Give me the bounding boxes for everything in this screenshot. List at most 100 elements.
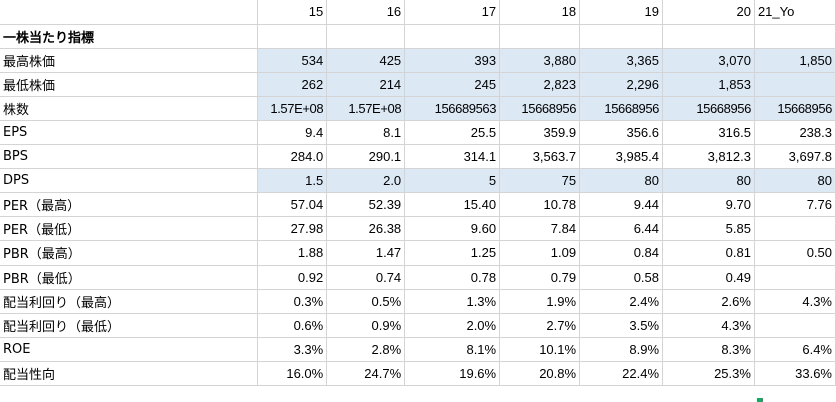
value-cell[interactable]: 80 bbox=[579, 168, 664, 194]
value-cell[interactable]: 1,853 bbox=[662, 72, 755, 97]
value-cell[interactable]: 2.0 bbox=[326, 168, 406, 194]
value-cell[interactable] bbox=[754, 24, 836, 49]
value-cell[interactable] bbox=[754, 313, 836, 338]
value-cell[interactable]: 2.0% bbox=[404, 313, 501, 338]
metric-label-cell[interactable]: PBR（最高） bbox=[0, 240, 259, 266]
value-cell[interactable]: 2.8% bbox=[326, 337, 406, 362]
year-header-cell[interactable]: 20 bbox=[662, 0, 755, 25]
value-cell[interactable]: 1.3% bbox=[404, 289, 501, 314]
value-cell[interactable]: 3,070 bbox=[662, 48, 755, 73]
metric-label-cell[interactable]: 配当利回り（最低） bbox=[0, 313, 259, 338]
value-cell[interactable]: 1.25 bbox=[404, 240, 501, 266]
value-cell[interactable]: 1,850 bbox=[754, 48, 836, 73]
value-cell[interactable]: 0.9% bbox=[326, 313, 406, 338]
value-cell[interactable]: 3,563.7 bbox=[499, 144, 581, 170]
value-cell[interactable]: 75 bbox=[499, 168, 581, 194]
value-cell[interactable]: 80 bbox=[754, 168, 836, 194]
value-cell[interactable]: 19.6% bbox=[404, 361, 501, 387]
value-cell[interactable]: 9.70 bbox=[662, 192, 755, 218]
value-cell[interactable]: 290.1 bbox=[326, 144, 406, 170]
metric-label-cell[interactable]: 配当利回り（最高） bbox=[0, 289, 259, 314]
value-cell[interactable]: 1.57E+08 bbox=[326, 96, 406, 121]
value-cell[interactable]: 0.5% bbox=[326, 289, 406, 314]
value-cell[interactable]: 314.1 bbox=[404, 144, 501, 170]
value-cell[interactable]: 15668956 bbox=[579, 96, 664, 121]
value-cell[interactable]: 1.88 bbox=[257, 240, 328, 266]
value-cell[interactable]: 5.85 bbox=[662, 216, 755, 242]
metric-label-cell[interactable]: 最低株価 bbox=[0, 72, 259, 97]
value-cell[interactable]: 2.4% bbox=[579, 289, 664, 314]
value-cell[interactable]: 9.60 bbox=[404, 216, 501, 242]
value-cell[interactable]: 2,296 bbox=[579, 72, 664, 97]
value-cell[interactable]: 3,880 bbox=[499, 48, 581, 73]
value-cell[interactable] bbox=[754, 216, 836, 242]
value-cell[interactable]: 0.6% bbox=[257, 313, 328, 338]
value-cell[interactable] bbox=[754, 72, 836, 97]
metric-label-cell[interactable]: 株数 bbox=[0, 96, 259, 121]
value-cell[interactable]: 238.3 bbox=[754, 120, 836, 146]
value-cell[interactable]: 534 bbox=[257, 48, 328, 73]
value-cell[interactable]: 262 bbox=[257, 72, 328, 97]
metric-label-cell[interactable]: PBR（最低） bbox=[0, 265, 259, 290]
metric-label-cell[interactable]: PER（最低） bbox=[0, 216, 259, 242]
value-cell[interactable]: 9.4 bbox=[257, 120, 328, 146]
value-cell[interactable]: 57.04 bbox=[257, 192, 328, 218]
value-cell[interactable]: 10.1% bbox=[499, 337, 581, 362]
value-cell[interactable]: 1.09 bbox=[499, 240, 581, 266]
value-cell[interactable]: 16.0% bbox=[257, 361, 328, 387]
value-cell[interactable]: 3.3% bbox=[257, 337, 328, 362]
value-cell[interactable]: 425 bbox=[326, 48, 406, 73]
value-cell[interactable] bbox=[662, 24, 755, 49]
value-cell[interactable]: 24.7% bbox=[326, 361, 406, 387]
value-cell[interactable]: 15668956 bbox=[662, 96, 755, 121]
value-cell[interactable]: 8.1% bbox=[404, 337, 501, 362]
value-cell[interactable]: 245 bbox=[404, 72, 501, 97]
value-cell[interactable]: 2.7% bbox=[499, 313, 581, 338]
value-cell[interactable]: 20.8% bbox=[499, 361, 581, 387]
value-cell[interactable]: 3,697.8 bbox=[754, 144, 836, 170]
value-cell[interactable]: 3,812.3 bbox=[662, 144, 755, 170]
value-cell[interactable]: 0.49 bbox=[662, 265, 755, 290]
value-cell[interactable]: 7.76 bbox=[754, 192, 836, 218]
value-cell[interactable]: 25.5 bbox=[404, 120, 501, 146]
metric-label-cell[interactable]: EPS bbox=[0, 120, 259, 146]
value-cell[interactable]: 284.0 bbox=[257, 144, 328, 170]
metric-label-cell[interactable]: 最高株価 bbox=[0, 48, 259, 73]
metric-label-cell[interactable]: ROE bbox=[0, 337, 259, 362]
value-cell[interactable]: 22.4% bbox=[579, 361, 664, 387]
value-cell[interactable]: 0.58 bbox=[579, 265, 664, 290]
value-cell[interactable]: 359.9 bbox=[499, 120, 581, 146]
value-cell[interactable]: 4.3% bbox=[662, 313, 755, 338]
value-cell[interactable]: 52.39 bbox=[326, 192, 406, 218]
value-cell[interactable]: 15668956 bbox=[754, 96, 836, 121]
metric-label-cell[interactable]: DPS bbox=[0, 168, 259, 194]
value-cell[interactable]: 2.6% bbox=[662, 289, 755, 314]
value-cell[interactable]: 10.78 bbox=[499, 192, 581, 218]
value-cell[interactable] bbox=[754, 265, 836, 290]
value-cell[interactable]: 214 bbox=[326, 72, 406, 97]
value-cell[interactable]: 3.5% bbox=[579, 313, 664, 338]
value-cell[interactable]: 0.81 bbox=[662, 240, 755, 266]
value-cell[interactable]: 3,985.4 bbox=[579, 144, 664, 170]
cell-selection-handle[interactable] bbox=[757, 398, 763, 402]
value-cell[interactable]: 25.3% bbox=[662, 361, 755, 387]
value-cell[interactable]: 15.40 bbox=[404, 192, 501, 218]
year-header-cell[interactable]: 19 bbox=[579, 0, 664, 25]
value-cell[interactable]: 1.47 bbox=[326, 240, 406, 266]
value-cell[interactable]: 0.3% bbox=[257, 289, 328, 314]
header-label-cell[interactable] bbox=[0, 0, 259, 25]
value-cell[interactable]: 2,823 bbox=[499, 72, 581, 97]
value-cell[interactable]: 4.3% bbox=[754, 289, 836, 314]
year-header-cell[interactable]: 15 bbox=[257, 0, 328, 25]
year-header-cell[interactable]: 21_Yo bbox=[754, 0, 836, 25]
value-cell[interactable]: 0.78 bbox=[404, 265, 501, 290]
value-cell[interactable]: 27.98 bbox=[257, 216, 328, 242]
value-cell[interactable]: 356.6 bbox=[579, 120, 664, 146]
value-cell[interactable] bbox=[257, 24, 328, 49]
metric-label-cell[interactable]: 配当性向 bbox=[0, 361, 259, 387]
value-cell[interactable]: 1.9% bbox=[499, 289, 581, 314]
year-header-cell[interactable]: 16 bbox=[326, 0, 406, 25]
metric-label-cell[interactable]: 一株当たり指標 bbox=[0, 24, 259, 49]
value-cell[interactable] bbox=[404, 24, 501, 49]
metric-label-cell[interactable]: BPS bbox=[0, 144, 259, 170]
